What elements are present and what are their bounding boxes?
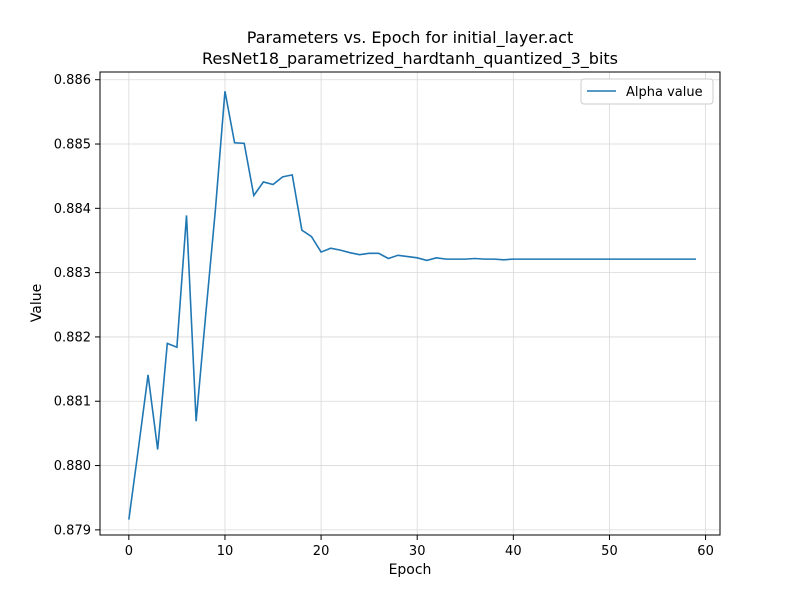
x-axis-label: Epoch: [389, 562, 432, 578]
y-tick-label: 0.882: [54, 330, 91, 345]
grid: [100, 72, 720, 535]
plot-area: [99, 71, 721, 536]
series-line-alpha-value: [128, 91, 696, 520]
legend-box: [580, 78, 714, 105]
y-tick-label: 0.884: [54, 202, 91, 217]
legend: Alpha value: [580, 78, 714, 105]
x-axis-ticks: 0 10 20 30 40 50 60: [125, 535, 714, 559]
x-tick-label: 30: [409, 544, 426, 559]
legend-label: Alpha value: [626, 85, 703, 100]
y-tick-label: 0.886: [54, 73, 91, 88]
y-axis-ticks: 0.879 0.880 0.881 0.882 0.883 0.884 0.885 0.886: [54, 73, 100, 538]
y-axis-label: Value: [29, 284, 45, 322]
y-tick-label: 0.879: [54, 523, 91, 538]
x-tick-label: 50: [601, 544, 618, 559]
x-tick-label: 20: [313, 544, 330, 559]
x-tick-label: 0: [125, 544, 133, 559]
y-tick-label: 0.883: [54, 266, 91, 281]
y-tick-label: 0.881: [54, 395, 91, 410]
x-tick-label: 10: [217, 544, 234, 559]
y-tick-label: 0.880: [54, 459, 91, 474]
chart-title: Parameters vs. Epoch for initial_layer.a…: [247, 28, 573, 48]
x-tick-label: 60: [697, 544, 714, 559]
chart-subtitle: ResNet18_parametrized_hardtanh_quantized…: [202, 49, 618, 69]
x-tick-label: 40: [505, 544, 522, 559]
y-tick-label: 0.885: [54, 138, 91, 153]
